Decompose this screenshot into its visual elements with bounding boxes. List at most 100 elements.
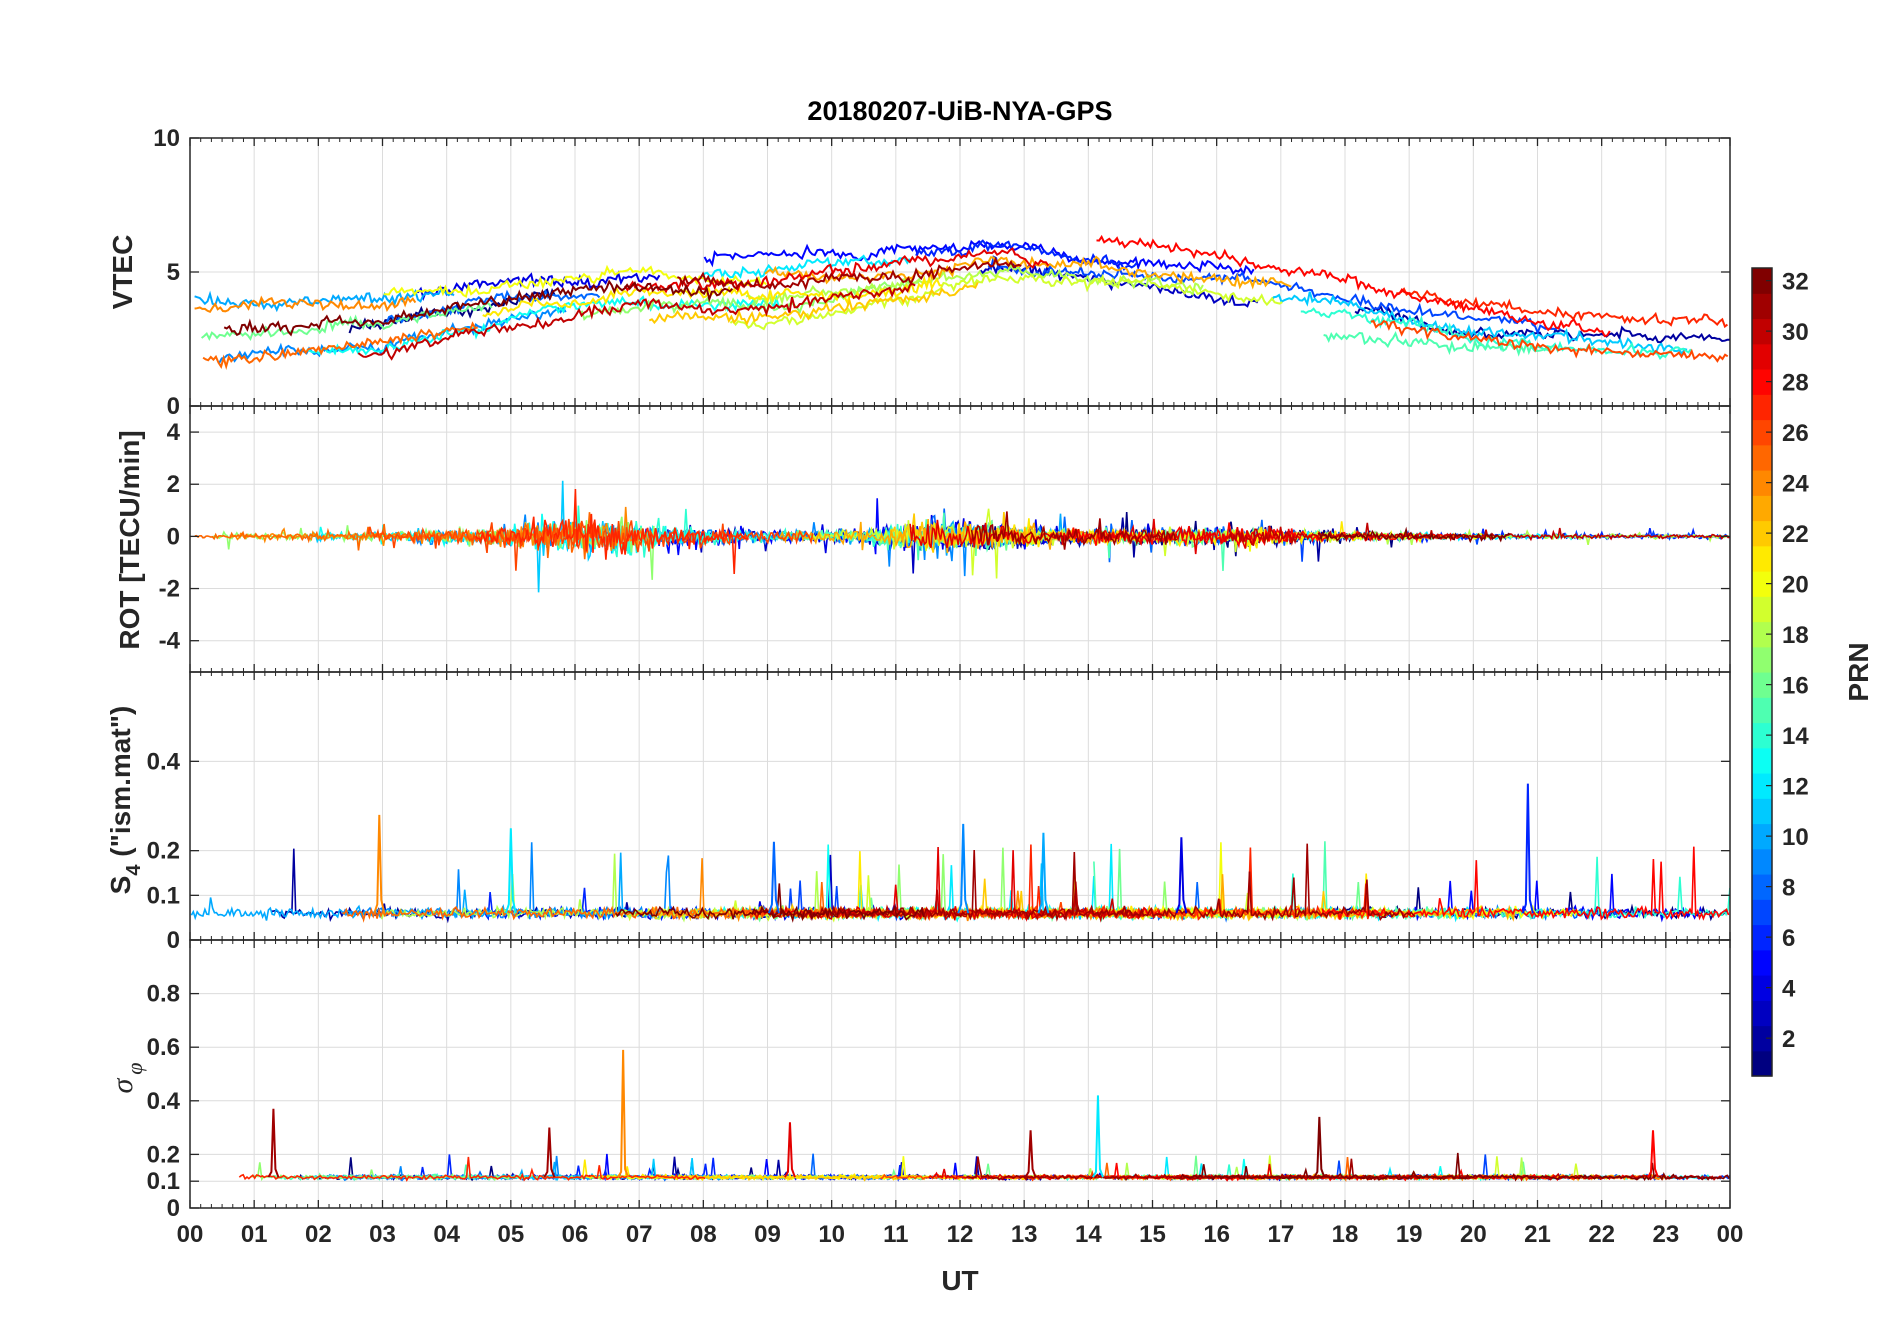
colorbar-tick-label: 28 [1782,370,1809,397]
x-tick-label: 08 [690,1221,717,1248]
x-tick-label: 02 [305,1221,332,1248]
y-tick-label: -2 [159,576,180,603]
series-line-prn-27 [1396,287,1729,329]
x-tick-label: 05 [497,1221,524,1248]
colorbar-tick-label: 30 [1782,319,1809,346]
peak-mark [543,1127,556,1178]
colorbar-gradient [1752,268,1772,1077]
y-tick-label: 0.1 [147,1168,180,1195]
colorbar-tick-label: 6 [1782,925,1795,952]
colorbar-cell [1752,697,1772,724]
y-tick-label: 0.4 [147,1088,181,1115]
peak-mark [504,828,517,914]
y-tick-label: 0.4 [147,748,181,775]
series-line-prn-32 [223,279,734,337]
colorbar-tick-label: 32 [1782,269,1809,296]
colorbar-cell [1752,470,1772,496]
colorbar-tick-label: 14 [1782,723,1809,750]
x-axis-ticks: 00 01 02 03 04 05 06 07 08 09 10 11 12 13 14 15 16 17 18 19… [177,1221,1744,1248]
peak-mark [1175,837,1188,914]
x-tick-label: 19 [1396,1221,1423,1248]
colorbar-tick-label: 20 [1782,572,1809,599]
colorbar-cell [1752,621,1772,648]
x-tick-label: 09 [754,1221,781,1248]
peak-mark [1647,1130,1659,1178]
colorbar-frame [1751,267,1773,1077]
series-line-prn-32 [1179,1152,1730,1182]
y-axis-label-s4-rest: ("ism.mat") [105,706,136,865]
peak-mark [267,1108,280,1178]
x-tick-label: 00 [1717,1221,1744,1248]
y-axis-label-rot: ROT [TECU/min] [114,430,145,649]
colorbar-cell [1752,1000,1772,1027]
x-tick-label: 15 [1139,1221,1166,1248]
peak-mark [617,1049,630,1178]
series-line-prn-20 [1060,842,1581,921]
x-tick-label: 00 [177,1221,204,1248]
series-line-prn-12 [701,254,911,280]
y-axis-label-sigma-main: σ [106,1077,139,1093]
y-tick-label: 2 [167,471,180,498]
colorbar-cell [1752,949,1772,976]
colorbar-tick-label: 12 [1782,774,1809,801]
colorbar-cell [1752,444,1772,471]
series-group-vtec [194,234,1730,370]
series-line-prn-26 [1370,319,1729,363]
data-series [190,234,1730,1183]
x-tick-label: 20 [1460,1221,1487,1248]
series-line-prn-11 [1270,291,1688,356]
series-line-prn-31 [752,843,1416,922]
colorbar-tick-label: 4 [1782,976,1796,1003]
colorbar-cell [1752,672,1772,698]
y-tick-label: 0.2 [147,1141,180,1168]
colorbar-cell [1752,975,1772,1001]
colorbar-cell [1752,293,1772,320]
y-tick-label: 10 [153,125,180,152]
y-tick-label: 0.2 [147,838,180,865]
y-tick-label: 0.8 [147,981,180,1008]
series-line-prn-23 [764,255,1292,290]
colorbar-tick-label: 10 [1782,824,1809,851]
peak-mark [784,1122,796,1178]
peak-mark [957,823,970,914]
series-line-prn-8 [383,288,601,326]
series-line-prn-7 [987,255,1562,336]
y-tick-label: 4 [167,419,181,446]
y-axis-label-vtec: VTEC [107,235,138,310]
axes-frames [189,137,1731,1209]
colorbar-label: PRN [1843,642,1874,701]
colorbar-cell [1752,899,1772,926]
x-axis-label: UT [941,1265,978,1296]
y-tick-label: -4 [159,628,181,655]
colorbar-tick-label: 8 [1782,875,1795,902]
series-line-prn-31 [970,511,1178,550]
panel-frame-sigma [189,939,1731,1209]
colorbar-cell [1752,343,1772,370]
y-axis-label-s4-sub: 4 [123,864,145,876]
y-tick-label: 0 [167,523,180,550]
colorbar-cell [1752,773,1772,799]
y-axis-label-sigma: σφ [106,1063,147,1094]
y-tick-label: 0 [167,927,180,954]
x-tick-label: 12 [947,1221,974,1248]
series-line-prn-24 [194,295,417,314]
x-tick-label: 18 [1332,1221,1359,1248]
series-line-prn-28 [1096,234,1611,338]
series-line-prn-20 [383,264,767,298]
colorbar-cell [1752,520,1772,547]
series-line-prn-23 [776,519,1144,554]
colorbar-tick-label: 2 [1782,1026,1795,1053]
x-tick-label: 10 [818,1221,845,1248]
colorbar-tick-label: 22 [1782,521,1809,548]
colorbar-cell [1752,495,1772,522]
series-line-prn-30 [357,283,916,361]
series-line-prn-31 [966,1156,1471,1181]
colorbar-cell [1752,318,1772,345]
peak-mark [1037,832,1050,914]
colorbar-cell [1752,747,1772,774]
colorbar-cell [1752,848,1772,875]
series-line-prn-27 [475,488,749,575]
series-line-prn-21 [482,274,943,318]
colorbar-tick-label: 26 [1782,420,1809,447]
